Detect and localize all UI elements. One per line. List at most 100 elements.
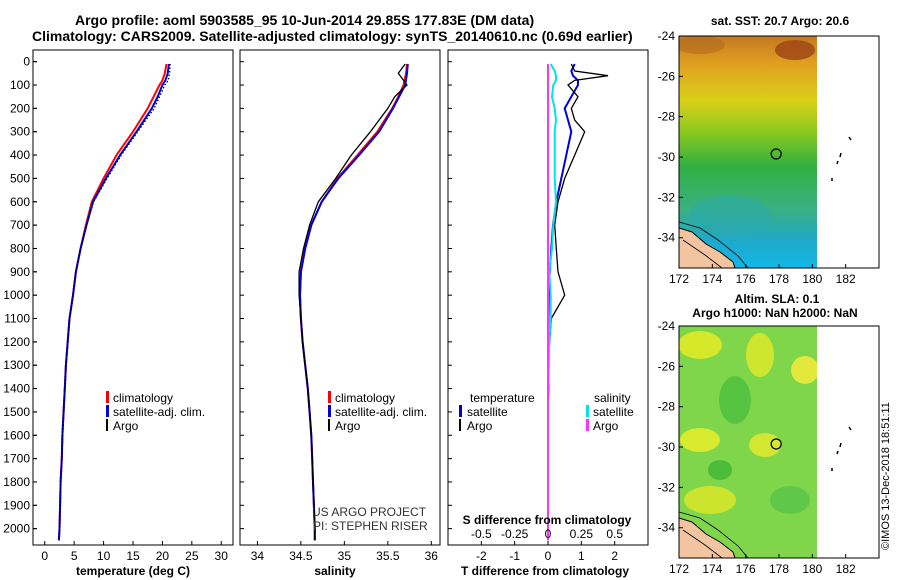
series-line-climatology (298, 63, 408, 541)
legend-swatch-argo (106, 419, 108, 431)
depth-tick-label: 2000 (3, 522, 30, 536)
depth-tick-label: 200 (10, 101, 30, 115)
legend2-argo: Argo (335, 419, 361, 433)
map-y-tick-label: -32 (658, 190, 676, 204)
legend2-climatology: climatology (335, 391, 395, 405)
depth-tick-label: 1800 (3, 475, 30, 489)
series-line-satellite-adj-clim- (298, 63, 409, 541)
depth-tick-label: 1700 (3, 452, 30, 466)
x2-tick-label: 0.25 (570, 527, 594, 541)
map-x-tick-label: 174 (702, 562, 722, 576)
sst-bathy-contour-2 (682, 239, 723, 268)
sla-blob-yellow-5 (749, 433, 781, 457)
map-y-tick-label: -34 (658, 231, 676, 245)
legend2-swatch-climatology (328, 391, 331, 403)
map-y-tick-label: -24 (658, 319, 676, 333)
map-y-tick-label: -32 (658, 480, 676, 494)
map-x-tick-label: 178 (769, 562, 789, 576)
legend3-swatch-temp-argo (459, 419, 461, 431)
x-tick-label-p3: 2 (611, 549, 618, 563)
map-y-tick-label: -26 (658, 69, 676, 83)
x-tick-label-p1: 10 (97, 549, 111, 563)
map-x-tick-label: 182 (836, 562, 856, 576)
map-x-tick-label: 176 (736, 562, 756, 576)
credit-project: US ARGO PROJECT (312, 505, 427, 519)
x-tick-label-p1: 25 (185, 549, 199, 563)
series-line-satellite-adj-clim- (57, 63, 170, 541)
map-y-tick-label: -24 (658, 29, 676, 43)
map-x-tick-label: 178 (769, 272, 789, 286)
sla-map-title: Altim. SLA: 0.1 (735, 292, 820, 306)
legend3-swatch-sal-satellite (586, 405, 589, 417)
map-y-tick-label: -28 (658, 110, 676, 124)
map-y-tick-label: -30 (658, 150, 676, 164)
sst-map-field (679, 36, 817, 268)
legend2-satellite-adj: satellite-adj. clim. (335, 405, 427, 419)
sla-map: Altim. SLA: 0.1 Argo h1000: NaN h2000: N… (658, 292, 880, 576)
x-tick-label-p2: 35.5 (376, 549, 400, 563)
sla-blob-green-3 (708, 460, 732, 480)
salinity-panel-frame (239, 49, 441, 546)
x-tick-label-p1: 5 (71, 549, 78, 563)
sst-map: sat. SST: 20.7 Argo: 20.6 172 174 176 178 18… (658, 14, 880, 286)
map-y-tick-label: -34 (658, 521, 676, 535)
legend2-swatch-argo (328, 419, 330, 431)
depth-tick-label: 400 (10, 148, 30, 162)
x2-tick-label: -0.25 (501, 527, 529, 541)
map-x-tick-label: 172 (669, 562, 689, 576)
series-line-temperature-argo (547, 63, 609, 541)
legend3-swatch-sal-argo (586, 419, 589, 431)
depth-tick-label: 1100 (4, 312, 30, 326)
map-x-tick-label: 174 (702, 272, 722, 286)
map-x-tick-label: 176 (736, 272, 756, 286)
sla-blob-yellow-3 (791, 356, 817, 384)
x-tick-label-p1: 30 (215, 549, 229, 563)
legend3-temp-satellite: satellite (467, 405, 508, 419)
x2-tick-label: -0.5 (471, 527, 492, 541)
x-tick-label-p2: 34 (251, 549, 265, 563)
sla-blob-yellow-6 (684, 486, 736, 514)
s-difference-axis-label: S difference from climatology (463, 513, 632, 527)
depth-tick-label: 100 (10, 78, 30, 92)
x-tick-label-p1: 20 (156, 549, 170, 563)
credit-pi: PI: STEPHEN RISER (313, 519, 428, 533)
map-y-tick-label: -30 (658, 440, 676, 454)
depth-tick-label: 600 (10, 195, 30, 209)
series-line-argo (298, 63, 408, 541)
map-x-tick-label: 182 (836, 272, 856, 286)
legend-swatch-satellite (106, 405, 109, 417)
imos-timestamp: ©IMOS 13-Dec-2018 18:51:11 (880, 402, 892, 550)
sst-landmass (679, 227, 736, 268)
profile-location-marker (770, 148, 782, 160)
sla-blob-green-1 (719, 376, 751, 424)
x-tick-label-p2: 34.5 (289, 549, 313, 563)
map-x-tick-label: 180 (802, 272, 822, 286)
sla-landmass (679, 517, 736, 558)
depth-tick-label: 1000 (3, 288, 30, 302)
legend2-swatch-satellite (328, 405, 331, 417)
x-tick-label-p2: 35 (338, 549, 352, 563)
series-line-temperature-satellite (547, 63, 579, 541)
x2-tick-label: 0.5 (606, 527, 623, 541)
t-difference-axis-label: T difference from climatology (461, 564, 629, 578)
sla-blob-green-2 (770, 486, 810, 514)
sla-blob-yellow-4 (680, 428, 720, 452)
x-tick-label-p2: 36 (425, 549, 439, 563)
depth-tick-label: 0 (23, 55, 30, 69)
legend-argo: Argo (113, 419, 139, 433)
depth-tick-label: 500 (10, 171, 30, 185)
legend3-temperature-heading: temperature (470, 391, 535, 405)
depth-tick-label: 1400 (3, 382, 30, 396)
sst-warm-patch-2 (679, 36, 725, 54)
legend3-salinity-heading: salinity (594, 391, 631, 405)
map-x-tick-label: 180 (802, 562, 822, 576)
sst-island-chain (831, 136, 852, 181)
depth-tick-label: 1200 (3, 335, 30, 349)
sla-bathy-contour-2 (682, 529, 723, 558)
series-line-argo (58, 63, 171, 541)
map-y-tick-label: -28 (658, 400, 676, 414)
figure-title-line2: Climatology: CARS2009. Satellite-adjuste… (32, 28, 633, 44)
x-tick-label-p3: -2 (476, 549, 487, 563)
legend3-swatch-temp-satellite (459, 405, 462, 417)
map-x-tick-label: 172 (669, 272, 689, 286)
